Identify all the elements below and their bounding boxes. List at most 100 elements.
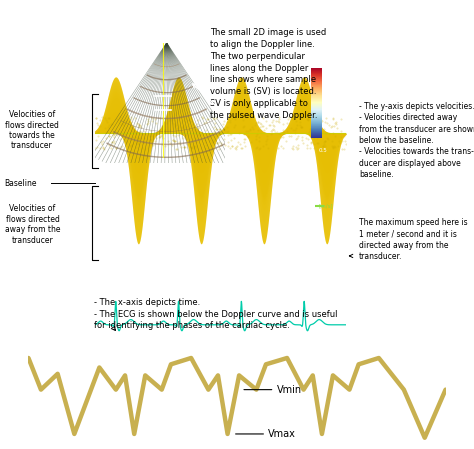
Point <box>137 129 145 136</box>
Point <box>233 142 241 149</box>
Point <box>110 139 118 146</box>
Point <box>132 133 140 140</box>
Point <box>298 133 305 141</box>
Point <box>92 114 100 121</box>
Point <box>212 125 220 132</box>
Point <box>228 143 236 150</box>
Point <box>162 126 169 133</box>
Point <box>299 140 307 147</box>
Point <box>148 118 155 125</box>
Point <box>206 132 214 140</box>
Point <box>238 145 246 152</box>
Point <box>209 138 216 145</box>
Point <box>92 136 100 143</box>
Point <box>112 145 120 152</box>
Point <box>289 142 297 150</box>
Point <box>295 132 302 139</box>
Point <box>323 135 330 142</box>
Point <box>127 124 134 132</box>
Point <box>98 114 106 121</box>
Point <box>319 143 327 150</box>
Point <box>110 131 118 138</box>
Point <box>227 131 234 138</box>
Point <box>183 140 191 147</box>
Point <box>212 125 220 132</box>
Point <box>210 123 218 131</box>
Point <box>207 136 214 143</box>
Point <box>147 135 155 142</box>
Point <box>275 115 283 123</box>
Point <box>340 132 347 139</box>
Point <box>164 119 171 127</box>
Point <box>311 131 319 138</box>
Point <box>176 138 183 145</box>
Point <box>252 144 259 151</box>
Point <box>218 129 225 136</box>
Point <box>181 134 189 141</box>
Point <box>279 120 287 128</box>
Point <box>314 140 321 147</box>
Point <box>113 144 120 151</box>
Point <box>127 119 135 126</box>
Point <box>134 140 141 147</box>
Point <box>260 114 267 122</box>
Point <box>107 120 114 128</box>
Point <box>269 116 277 123</box>
Point <box>100 145 107 153</box>
Point <box>170 120 178 127</box>
Point <box>186 117 194 124</box>
Point <box>129 133 137 141</box>
Point <box>312 115 319 123</box>
Point <box>202 126 210 133</box>
Point <box>105 114 113 122</box>
Point <box>244 133 252 141</box>
Point <box>203 115 211 123</box>
Point <box>255 138 263 145</box>
Point <box>325 136 332 143</box>
Point <box>201 139 209 146</box>
Point <box>226 131 233 138</box>
Point <box>138 145 146 152</box>
Point <box>254 119 261 126</box>
Point <box>194 132 201 139</box>
Point <box>224 142 232 150</box>
Point <box>128 122 135 129</box>
Point <box>241 136 248 143</box>
Point <box>135 128 143 135</box>
Point <box>172 137 179 145</box>
Point <box>128 123 136 131</box>
Point <box>260 122 267 129</box>
Point <box>278 142 285 150</box>
Point <box>104 114 111 122</box>
Point <box>105 133 113 140</box>
Point <box>101 124 109 132</box>
Point <box>180 143 188 150</box>
Point <box>171 137 179 144</box>
Point <box>220 117 228 124</box>
Point <box>133 119 141 127</box>
Text: The maximum speed here is
1 meter / second and it is
directed away from the
tran: The maximum speed here is 1 meter / seco… <box>359 218 468 261</box>
Point <box>193 120 201 127</box>
Point <box>194 125 201 132</box>
Point <box>264 144 272 151</box>
Point <box>218 140 225 147</box>
Point <box>157 132 164 140</box>
Point <box>156 133 164 140</box>
Point <box>310 135 318 142</box>
Point <box>194 130 202 137</box>
Point <box>321 137 328 144</box>
Point <box>304 115 312 122</box>
Point <box>241 123 248 130</box>
Point <box>140 138 147 145</box>
Point <box>320 126 328 133</box>
Point <box>195 123 203 130</box>
Point <box>192 143 200 150</box>
Point <box>234 138 242 145</box>
Point <box>210 137 218 144</box>
Text: - The x-axis depicts time.
- The ECG is shown below the Doppler curve and is use: - The x-axis depicts time. - The ECG is … <box>93 298 337 330</box>
Point <box>329 114 337 121</box>
Point <box>170 117 178 124</box>
Point <box>277 134 284 141</box>
Point <box>221 127 229 134</box>
Point <box>100 137 107 144</box>
